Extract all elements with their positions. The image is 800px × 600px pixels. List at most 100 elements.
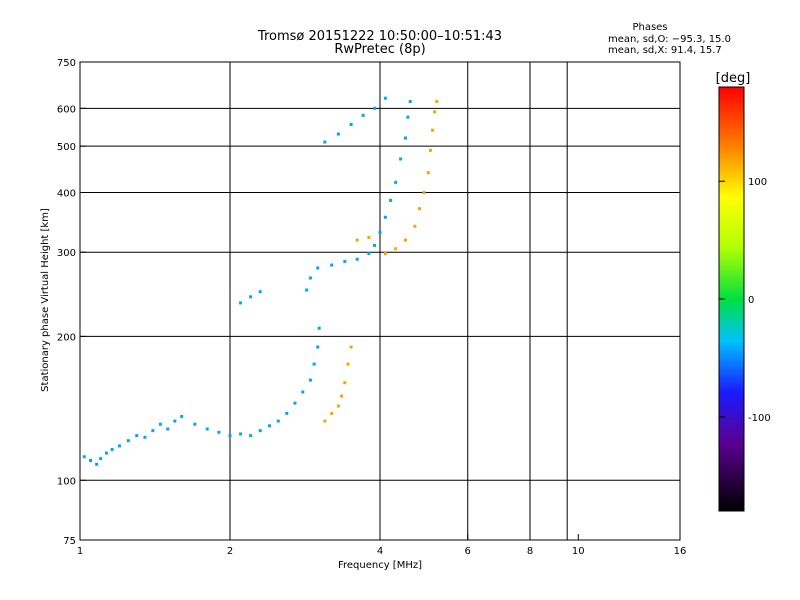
- data-point-o: [323, 140, 327, 144]
- data-point-o: [336, 132, 340, 136]
- data-point-o: [373, 243, 377, 247]
- data-point-o: [180, 414, 184, 418]
- data-points: [82, 96, 439, 466]
- data-point-o: [383, 215, 387, 219]
- y-tick-label: 300: [57, 248, 76, 259]
- y-tick-label: 75: [63, 536, 76, 547]
- data-point-o: [403, 136, 407, 140]
- data-point-o: [110, 447, 114, 451]
- y-axis-ticks: 75 100 200 300 400 500 600 750: [57, 58, 86, 547]
- data-point-o: [383, 96, 387, 100]
- data-point-o: [166, 427, 170, 431]
- data-point-o: [355, 257, 359, 261]
- data-point-o: [293, 401, 297, 405]
- data-point-o: [143, 435, 147, 439]
- data-point-o: [378, 230, 382, 234]
- colorbar-tick-label: 0: [748, 295, 754, 306]
- data-point-o: [406, 115, 410, 119]
- data-point-o: [308, 276, 312, 280]
- colorbar-tick-label: 100: [748, 177, 767, 188]
- data-point-x: [426, 171, 430, 175]
- data-point-x: [435, 100, 439, 104]
- data-point-x: [355, 238, 359, 242]
- data-point-o: [249, 434, 253, 438]
- x-axis-ticks: 1 2 4 6 8 10 16: [77, 534, 687, 557]
- data-point-o: [301, 390, 305, 394]
- y-tick-label: 750: [57, 58, 76, 69]
- x-tick-label: 8: [527, 546, 533, 557]
- data-point-o: [228, 434, 232, 438]
- y-axis-label: Stationary phase Virtual Height [km]: [40, 208, 51, 392]
- data-point-o: [285, 411, 289, 415]
- data-point-o: [399, 157, 403, 161]
- data-point-o: [305, 288, 309, 292]
- data-point-o: [193, 422, 197, 426]
- data-point-x: [323, 419, 327, 423]
- colorbar-label: [deg]: [716, 71, 751, 86]
- data-point-x: [340, 394, 344, 398]
- data-point-x: [346, 362, 350, 366]
- data-point-o: [117, 444, 121, 448]
- data-point-x: [433, 110, 437, 114]
- data-point-o: [316, 345, 320, 349]
- data-point-o: [276, 419, 280, 423]
- data-point-o: [239, 432, 243, 436]
- y-tick-label: 100: [57, 476, 76, 487]
- y-tick-label: 600: [57, 104, 76, 115]
- grid-lines: [80, 62, 680, 540]
- x-tick-label: 6: [465, 546, 471, 557]
- data-point-o: [316, 266, 320, 270]
- data-point-o: [330, 263, 334, 267]
- colorbar-tick-label: -100: [748, 413, 771, 424]
- data-point-o: [158, 422, 162, 426]
- data-point-o: [173, 419, 177, 423]
- data-point-o: [349, 123, 353, 127]
- y-tick-label: 200: [57, 332, 76, 343]
- x-tick-label: 2: [227, 546, 233, 557]
- data-point-x: [403, 238, 407, 242]
- data-point-o: [267, 424, 271, 428]
- chart-title: Tromsø 20151222 10:50:00–10:51:43: [257, 29, 502, 44]
- data-point-x: [330, 411, 334, 415]
- y-tick-label: 500: [57, 142, 76, 153]
- data-point-x: [428, 148, 432, 152]
- y-tick-label: 400: [57, 188, 76, 199]
- data-point-o: [308, 378, 312, 382]
- data-point-o: [151, 429, 155, 433]
- x-tick-label: 10: [572, 546, 585, 557]
- x-tick-label: 1: [77, 546, 83, 557]
- x-tick-label: 4: [377, 546, 383, 557]
- x-axis-label: Frequency [MHz]: [338, 560, 422, 571]
- data-point-o: [249, 295, 253, 299]
- stats-heading: Phases: [632, 22, 667, 33]
- data-point-o: [373, 106, 377, 110]
- data-point-o: [239, 301, 243, 305]
- data-point-o: [89, 458, 93, 462]
- data-point-x: [394, 247, 398, 251]
- data-point-o: [317, 326, 321, 330]
- data-point-o: [258, 429, 262, 433]
- data-point-o: [205, 427, 209, 431]
- stats-x-mode: mean, sd,X: 91.4, 15.7: [608, 45, 722, 56]
- data-point-o: [394, 180, 398, 184]
- data-point-x: [343, 381, 347, 385]
- data-point-x: [367, 236, 371, 240]
- data-point-o: [95, 462, 99, 466]
- data-point-x: [422, 190, 426, 194]
- data-point-o: [389, 198, 393, 202]
- data-point-o: [126, 439, 130, 443]
- chart-subtitle: RwPretec (8p): [334, 42, 425, 57]
- data-point-o: [367, 252, 371, 256]
- data-point-x: [431, 128, 435, 132]
- data-point-x: [417, 207, 421, 211]
- data-point-o: [104, 451, 108, 455]
- data-point-x: [413, 224, 417, 228]
- data-point-o: [82, 455, 86, 459]
- data-point-x: [349, 345, 353, 349]
- data-point-o: [312, 362, 316, 366]
- data-point-o: [408, 100, 412, 104]
- data-point-o: [343, 259, 347, 263]
- data-point-o: [217, 430, 221, 434]
- x-tick-label: 16: [674, 546, 687, 557]
